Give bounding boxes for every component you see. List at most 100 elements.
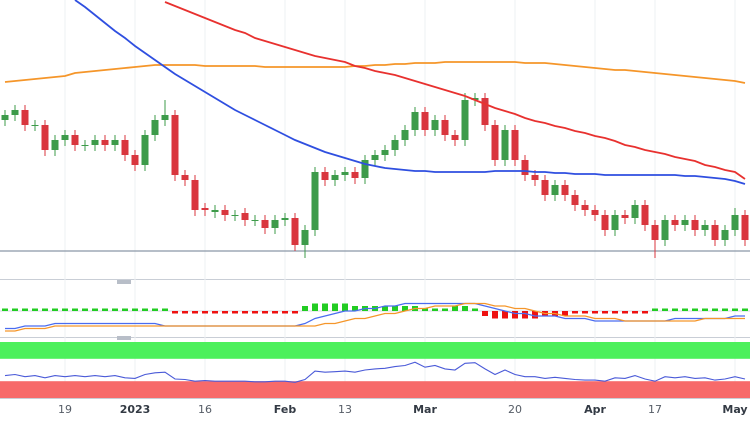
candle-body [701,225,709,230]
histogram-bar [302,306,308,311]
resize-handle[interactable] [117,280,131,284]
candle-body [71,135,79,145]
candle-body [271,220,279,228]
moving-average-line [4,61,746,84]
candle-body [121,140,129,155]
candle-body [321,172,329,180]
candle-body [401,130,409,140]
histogram-bar [122,308,128,311]
histogram-bar [172,311,178,314]
candle-body [551,185,559,195]
candle-body [421,112,429,130]
histogram-bar [482,311,488,316]
x-tick-label: 16 [198,403,212,416]
indicator-line [5,302,745,330]
candle-body [201,208,209,210]
candle-body [241,213,249,220]
x-tick-label: Feb [274,403,297,416]
histogram-bar [312,303,318,311]
histogram-bar [92,308,98,311]
candle-body [211,210,219,212]
histogram-bar [292,311,298,314]
histogram-bar [462,306,468,311]
candle-body [711,225,719,240]
candle-body [731,215,739,230]
candle-body [81,145,89,146]
histogram-bar [592,311,598,314]
histogram-bar [652,308,658,311]
candle-body [301,230,309,245]
histogram-bar [392,306,398,311]
histogram-bar [72,308,78,311]
histogram-bar [2,308,8,311]
candle-body [661,220,669,240]
resize-handle[interactable] [117,336,131,340]
candle-body [451,135,459,140]
histogram-bar [332,303,338,311]
histogram-bar [522,311,528,319]
histogram-bar [732,308,738,311]
candle-body [651,225,659,240]
histogram-bar [52,308,58,311]
histogram-bar [342,303,348,311]
histogram-bar [132,308,138,311]
histogram-bar [182,311,188,314]
candle-body [291,218,299,245]
histogram-bar [222,311,228,314]
candle-body [41,125,49,150]
histogram-bar [692,308,698,311]
candle-body [1,115,9,120]
histogram-bar [112,308,118,311]
histogram-bar [152,308,158,311]
candle-body [281,218,289,220]
histogram-bar [502,311,508,319]
overbought-zone [0,342,750,359]
histogram-bar [42,308,48,311]
candle-body [161,115,169,120]
candle-body [231,215,239,216]
histogram-bar [242,311,248,314]
histogram-bar [12,308,18,311]
histogram-bar [452,306,458,311]
histogram-bar [352,306,358,311]
moving-average-line [164,1,746,180]
candle-body [481,98,489,125]
candle-body [561,185,569,195]
x-tick-label: 13 [338,403,352,416]
histogram-bar [192,311,198,314]
candle-body [521,160,529,175]
candle-body [311,172,319,230]
candle-body [461,100,469,140]
histogram-bar [622,311,628,314]
candle-body [671,220,679,225]
oversold-zone [0,381,750,398]
candle-body [61,135,69,140]
candle-body [181,175,189,180]
candle-body [721,230,729,240]
candle-body [221,210,229,215]
histogram-bar [612,311,618,314]
x-tick-label: 20 [508,403,522,416]
candle-body [611,215,619,230]
candle-body [601,215,609,230]
candle-body [101,140,109,145]
histogram-bar [632,311,638,314]
histogram-bar [512,311,518,319]
rsi-line [4,361,746,383]
candle-body [171,115,179,175]
candle-body [511,130,519,160]
candle-body [471,98,479,100]
histogram-bar [562,311,568,316]
histogram-bar [662,308,668,311]
histogram-bar [492,311,498,319]
histogram-bar [422,308,428,311]
candle-body [381,150,389,155]
histogram-bar [162,308,168,311]
candle-body [691,220,699,230]
histogram-bar [402,306,408,311]
indicator-line [5,302,745,332]
candle-body [371,155,379,160]
histogram-bar [572,311,578,314]
candle-body [571,195,579,205]
histogram-bar [232,311,238,314]
